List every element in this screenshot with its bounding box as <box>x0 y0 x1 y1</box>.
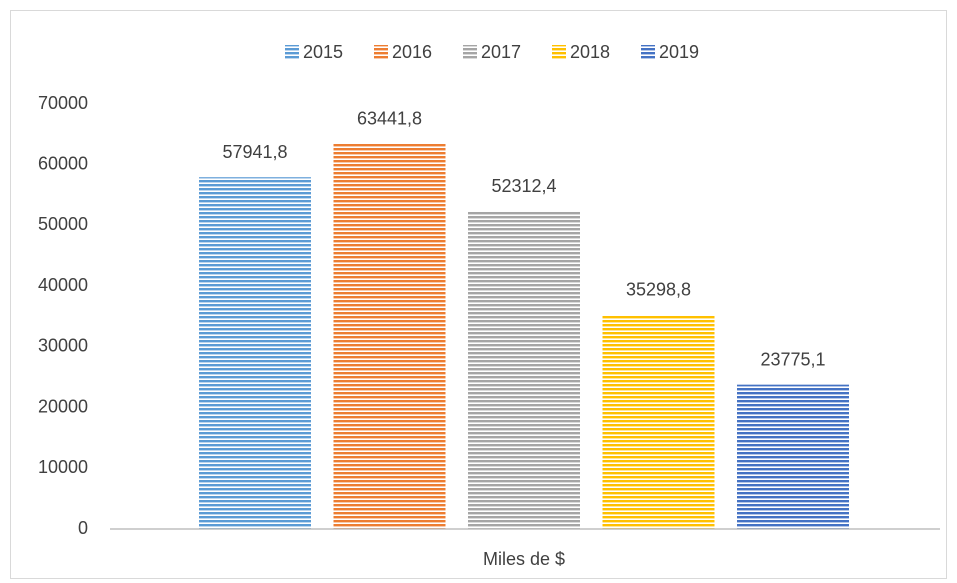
legend-label: 2017 <box>481 42 521 62</box>
legend-swatch <box>374 45 388 59</box>
legend-swatch <box>463 45 477 59</box>
y-tick-label: 40000 <box>38 275 88 295</box>
y-tick-label: 30000 <box>38 336 88 356</box>
y-tick-label: 0 <box>78 518 88 538</box>
data-label: 63441,8 <box>357 109 422 129</box>
x-tick-label: Miles de $ <box>483 549 565 569</box>
legend-swatch <box>285 45 299 59</box>
bar <box>737 384 849 529</box>
legend-swatch <box>641 45 655 59</box>
y-tick-label: 50000 <box>38 214 88 234</box>
legend-swatch <box>552 45 566 59</box>
y-tick-label: 20000 <box>38 396 88 416</box>
y-tick-label: 60000 <box>38 153 88 173</box>
bar <box>333 143 446 530</box>
data-label: 23775,1 <box>760 349 825 369</box>
bar <box>468 211 580 529</box>
legend-label: 2019 <box>659 42 699 62</box>
bar <box>602 314 715 529</box>
legend-label: 2015 <box>303 42 343 62</box>
y-tick-label: 10000 <box>38 457 88 477</box>
data-label: 52312,4 <box>491 176 556 196</box>
legend-label: 2016 <box>392 42 432 62</box>
bar <box>199 177 311 529</box>
legend-label: 2018 <box>570 42 610 62</box>
y-tick-label: 70000 <box>38 93 88 113</box>
data-label: 35298,8 <box>626 279 691 299</box>
data-label: 57941,8 <box>222 142 287 162</box>
